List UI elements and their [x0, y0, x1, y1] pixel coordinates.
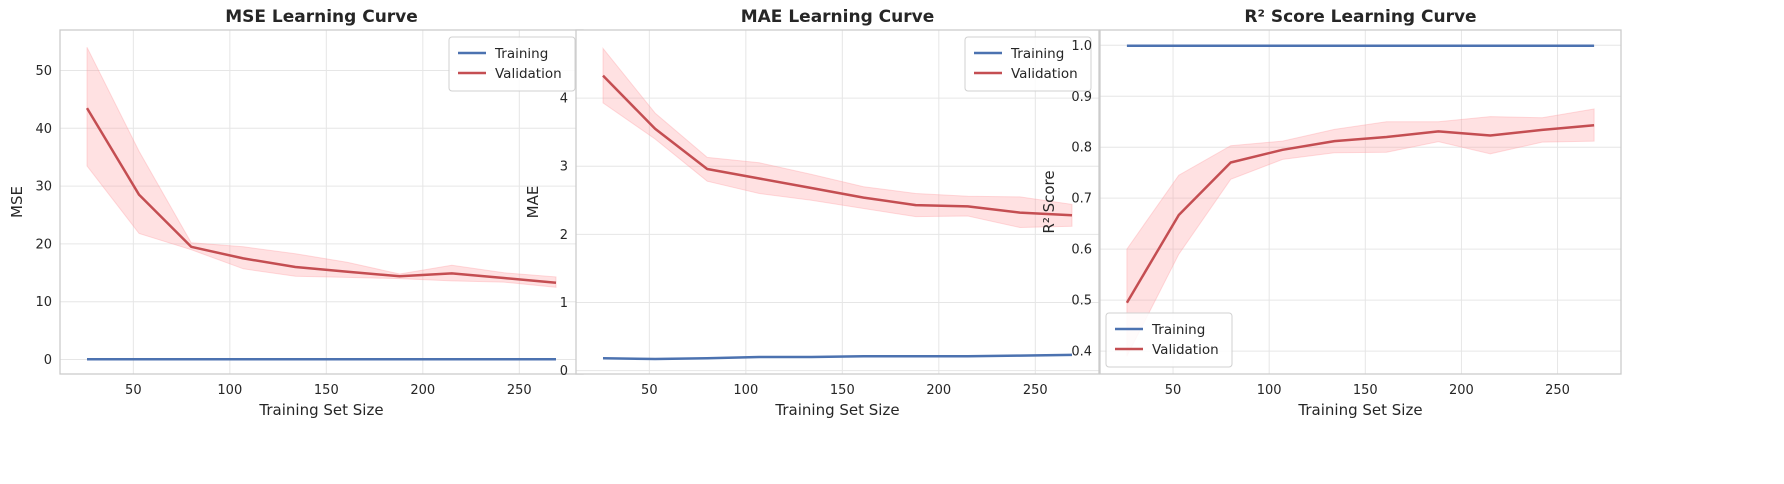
x-tick-label: 200: [410, 383, 435, 398]
chart-panel-3: 50 100 150 200 250 0.4 0.5 0.6 0.7 0.8 0.9 1.0 R² Sc…: [1040, 7, 1622, 419]
confidence-band-validation: [602, 46, 1073, 229]
legend: Training Validation: [448, 36, 576, 92]
chart-panel-2: 50 100 150 200 250 0 1 2 3 4 MAE Learning Curve Tra…: [524, 7, 1100, 419]
x-tick-label: 150: [1353, 383, 1378, 398]
x-tick-label: 100: [1257, 383, 1282, 398]
legend: Training Validation: [1105, 312, 1233, 368]
plot-frame: [1099, 29, 1622, 375]
y-tick-label: 1.0: [1071, 39, 1092, 54]
x-axis-label: Training Set Size: [774, 401, 899, 419]
legend-label-training: Training: [494, 46, 548, 62]
x-tick-label: 150: [314, 383, 339, 398]
chart-title: R² Score Learning Curve: [1244, 7, 1476, 27]
series-line-training: [602, 353, 1073, 361]
y-tick-label: 40: [35, 122, 52, 137]
y-axis-label: R² Score: [1040, 170, 1058, 233]
y-tick-label: 4: [560, 92, 568, 107]
legend-box: [964, 36, 1092, 92]
y-tick-label: 2: [560, 228, 568, 243]
x-tick-label: 250: [507, 383, 532, 398]
x-tick-label: 250: [1023, 383, 1048, 398]
legend-label-training: Training: [1010, 46, 1064, 62]
legend-label-training: Training: [1151, 322, 1205, 338]
y-tick-label: 0.5: [1071, 294, 1092, 309]
y-tick-label: 0: [560, 364, 568, 379]
y-tick-label: 0.7: [1071, 192, 1092, 207]
chart-title: MSE Learning Curve: [225, 7, 418, 27]
y-axis-label: MSE: [8, 186, 26, 218]
x-tick-label: 50: [641, 383, 658, 398]
x-axis-label: Training Set Size: [1297, 401, 1422, 419]
series-line-validation: [1125, 124, 1595, 304]
legend-label-validation: Validation: [1011, 66, 1078, 82]
y-tick-label: 0.6: [1071, 243, 1092, 258]
y-tick-label: 20: [35, 237, 52, 252]
y-axis-label: MAE: [524, 186, 542, 219]
legend-label-validation: Validation: [495, 66, 562, 82]
y-tick-label: 0.9: [1071, 90, 1092, 105]
plot-frame: [575, 29, 1100, 375]
y-tick-label: 1: [560, 296, 568, 311]
x-axis-label: Training Set Size: [258, 401, 383, 419]
x-tick-label: 200: [1449, 383, 1474, 398]
y-tick-label: 50: [35, 64, 52, 79]
y-tick-label: 3: [560, 160, 568, 175]
x-tick-label: 100: [733, 383, 758, 398]
x-tick-label: 150: [830, 383, 855, 398]
x-tick-label: 200: [926, 383, 951, 398]
y-tick-label: 30: [35, 180, 52, 195]
confidence-band-validation: [1126, 108, 1595, 357]
y-tick-label: 0: [44, 353, 52, 368]
legend: Training Validation: [964, 36, 1092, 92]
legend-box: [448, 36, 576, 92]
x-tick-label: 100: [217, 383, 242, 398]
x-tick-label: 50: [125, 383, 142, 398]
legend-box: [1105, 312, 1233, 368]
x-tick-label: 250: [1545, 383, 1570, 398]
y-tick-label: 10: [35, 295, 52, 310]
chart-title: MAE Learning Curve: [741, 7, 935, 27]
series-line-validation: [85, 107, 557, 284]
confidence-band-validation: [86, 47, 557, 288]
y-tick-label: 0.4: [1071, 345, 1092, 360]
series-line-validation: [602, 74, 1073, 217]
y-tick-label: 0.8: [1071, 141, 1092, 156]
legend-label-validation: Validation: [1152, 342, 1219, 358]
x-tick-label: 50: [1165, 383, 1182, 398]
